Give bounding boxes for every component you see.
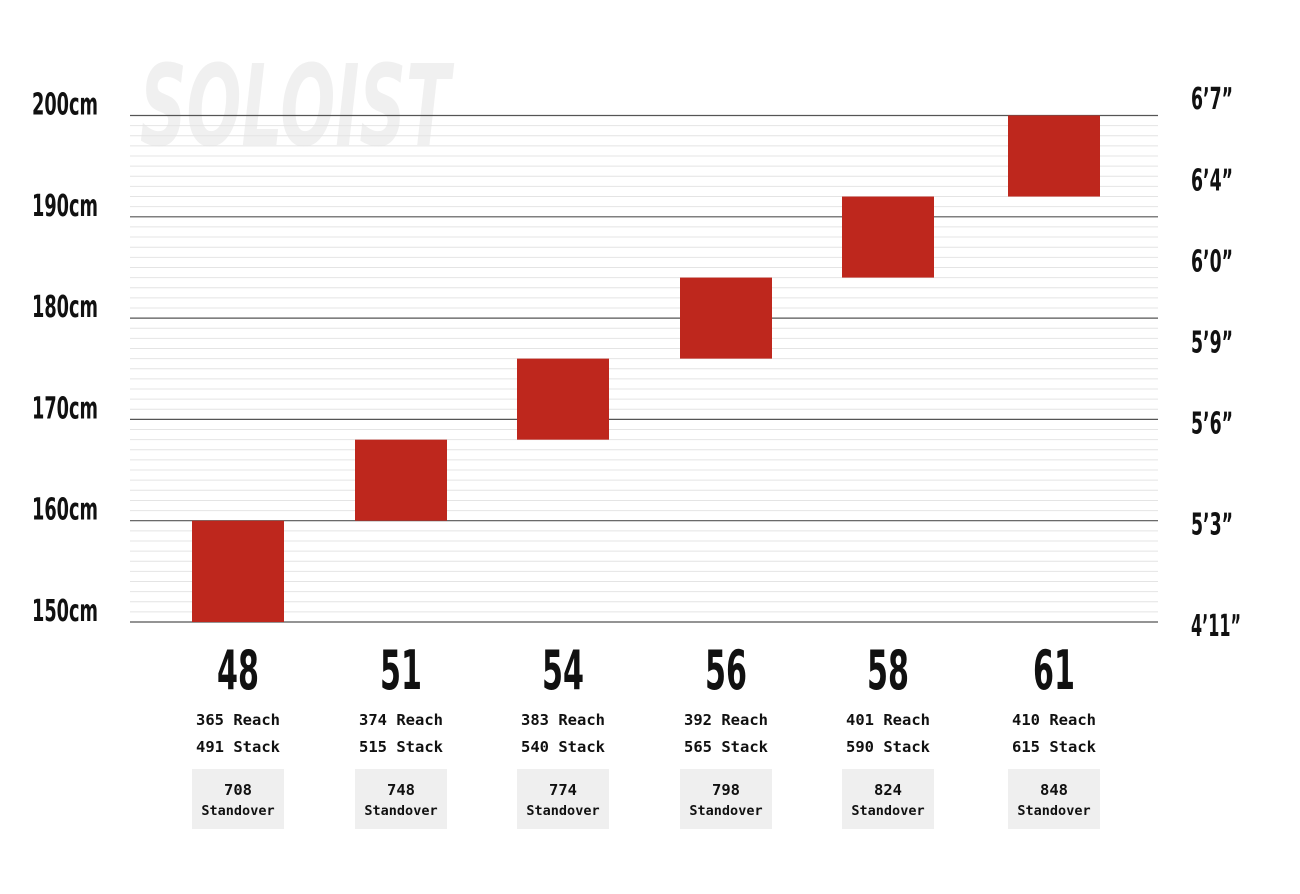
stack-value: 590 Stack xyxy=(846,738,931,756)
y-tick-cm: 200cm xyxy=(32,88,98,123)
major-grid xyxy=(130,114,1158,623)
size-column-56: 56 392 Reach 565 Stack 798 Standover xyxy=(680,639,772,829)
standover-value: 708 xyxy=(224,781,252,799)
y-tick-ft: 5’9” xyxy=(1191,325,1233,360)
bar-size-54 xyxy=(517,358,609,440)
stack-value: 540 Stack xyxy=(521,738,606,756)
y-tick-ft: 5’3” xyxy=(1191,508,1233,543)
y-tick-ft: 6’7” xyxy=(1191,82,1233,117)
size-column-48: 48 365 Reach 491 Stack 708 Standover xyxy=(192,639,284,829)
standover-label: Standover xyxy=(1017,803,1090,819)
reach-value: 374 Reach xyxy=(359,711,443,729)
stack-value: 491 Stack xyxy=(196,738,281,756)
reach-value: 410 Reach xyxy=(1012,711,1096,729)
size-column-58: 58 401 Reach 590 Stack 824 Standover xyxy=(842,639,934,829)
size-column-61: 61 410 Reach 615 Stack 848 Standover xyxy=(1008,639,1100,829)
reach-value: 392 Reach xyxy=(684,711,768,729)
standover-box xyxy=(192,769,284,829)
bar-size-61 xyxy=(1008,115,1100,197)
standover-box xyxy=(355,769,447,829)
y-tick-cm: 160cm xyxy=(32,493,98,528)
y-tick-ft: 6’0” xyxy=(1191,244,1233,279)
y-axis-cm: 150cm 160cm 170cm 180cm 190cm 200cm xyxy=(32,88,98,630)
standover-label: Standover xyxy=(851,803,924,819)
size-label: 51 xyxy=(380,639,422,702)
standover-box xyxy=(517,769,609,829)
standover-box xyxy=(680,769,772,829)
size-column-54: 54 383 Reach 540 Stack 774 Standover xyxy=(517,639,609,829)
standover-value: 774 xyxy=(549,781,577,799)
standover-value: 798 xyxy=(712,781,740,799)
size-label: 56 xyxy=(705,639,747,702)
bars xyxy=(192,115,1100,622)
size-columns: 48 365 Reach 491 Stack 708 Standover 51 374 Re… xyxy=(192,639,1100,829)
stack-value: 565 Stack xyxy=(684,738,769,756)
size-column-51: 51 374 Reach 515 Stack 748 Standover xyxy=(355,639,447,829)
y-tick-ft: 6’4” xyxy=(1191,163,1233,198)
standover-box xyxy=(842,769,934,829)
size-label: 58 xyxy=(867,639,909,702)
size-label: 48 xyxy=(217,639,259,702)
standover-value: 824 xyxy=(874,781,902,799)
minor-grid xyxy=(130,125,1158,613)
y-tick-cm: 180cm xyxy=(32,290,98,325)
standover-value: 748 xyxy=(387,781,415,799)
bar-size-58 xyxy=(842,196,934,278)
stack-value: 515 Stack xyxy=(359,738,444,756)
bar-size-56 xyxy=(680,277,772,359)
stack-value: 615 Stack xyxy=(1012,738,1097,756)
standover-label: Standover xyxy=(201,803,274,819)
y-tick-cm: 150cm xyxy=(32,594,98,629)
y-tick-cm: 170cm xyxy=(32,391,98,426)
reach-value: 365 Reach xyxy=(196,711,280,729)
reach-value: 401 Reach xyxy=(846,711,930,729)
standover-box xyxy=(1008,769,1100,829)
watermark-logo: SOLOIST xyxy=(140,42,454,172)
y-tick-ft: 5’6” xyxy=(1191,406,1233,441)
y-tick-cm: 190cm xyxy=(32,189,98,224)
standover-label: Standover xyxy=(689,803,762,819)
reach-value: 383 Reach xyxy=(521,711,605,729)
y-axis-ft: 4’11” 5’3” 5’6” 5’9” 6’0” 6’4” 6’7” xyxy=(1191,82,1241,644)
size-label: 54 xyxy=(542,639,584,702)
bar-size-48 xyxy=(192,520,284,622)
standover-value: 848 xyxy=(1040,781,1068,799)
standover-label: Standover xyxy=(364,803,437,819)
y-tick-ft: 4’11” xyxy=(1191,609,1241,644)
size-label: 61 xyxy=(1033,639,1075,702)
standover-label: Standover xyxy=(526,803,599,819)
bar-size-51 xyxy=(355,439,447,521)
